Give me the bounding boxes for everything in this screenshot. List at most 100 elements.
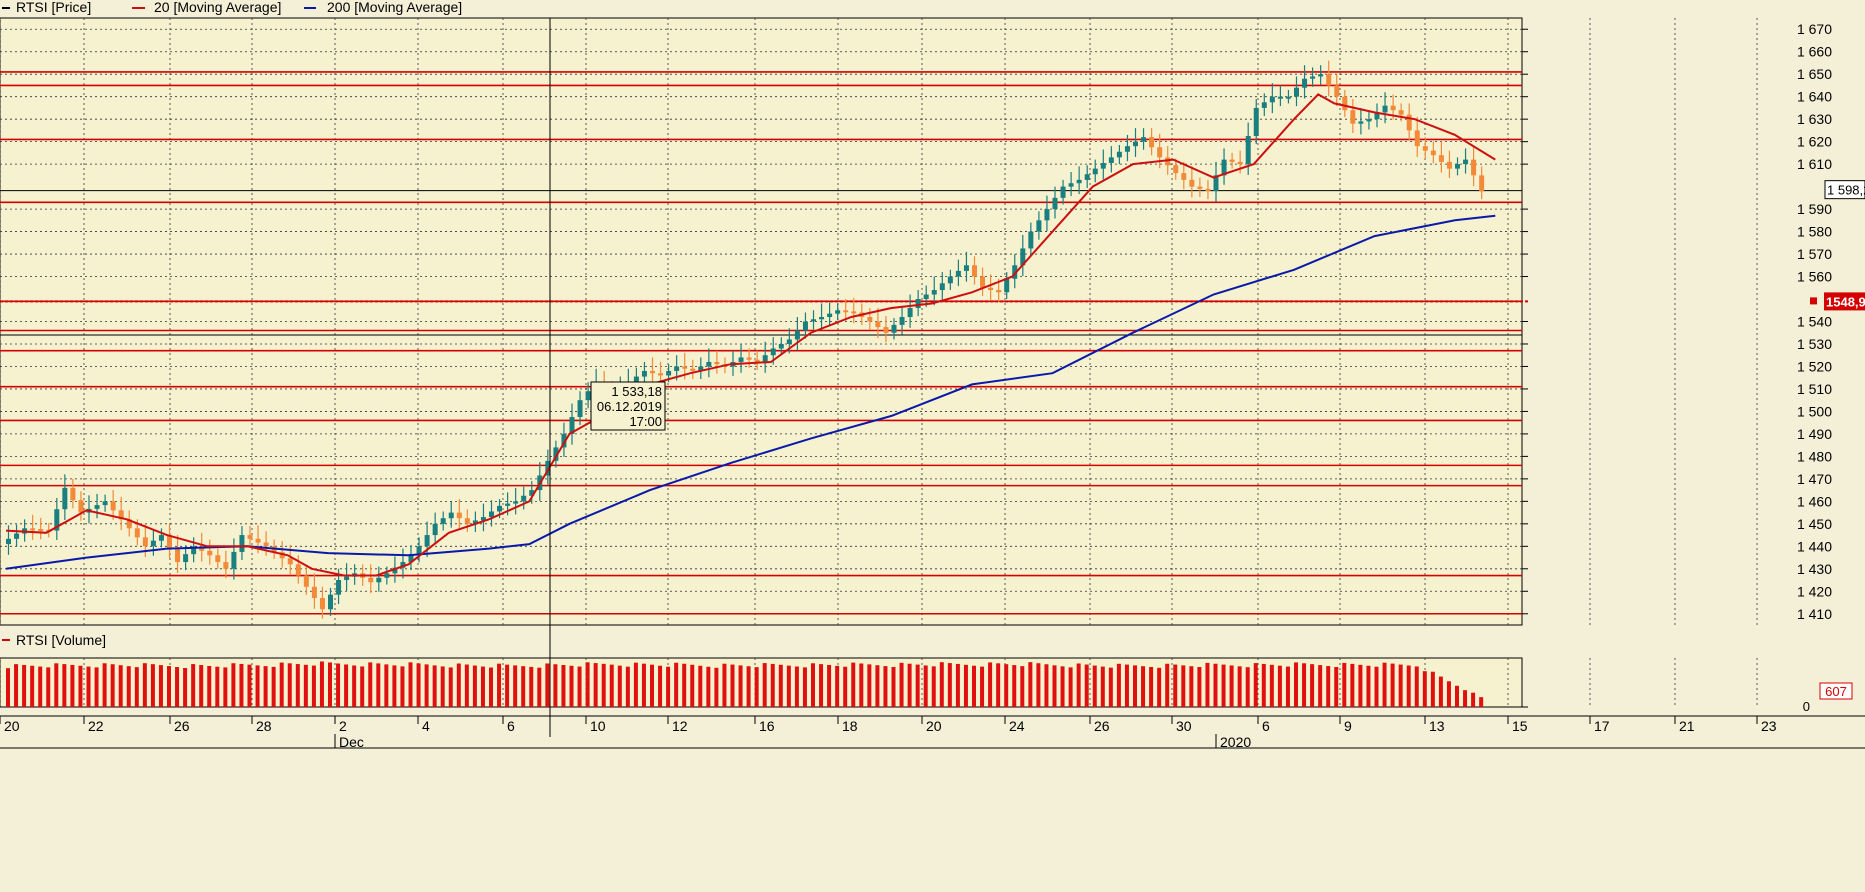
candle-body[interactable] [996,290,1002,293]
candle-body[interactable] [1374,112,1380,120]
candle-body[interactable] [947,276,953,284]
candle-body[interactable] [1157,147,1163,158]
candle-body[interactable] [786,339,792,344]
candle-body[interactable] [641,370,647,377]
candle-body[interactable] [207,550,213,556]
candle-body[interactable] [1012,265,1018,279]
candle-body[interactable] [1189,179,1195,187]
candle-body[interactable] [255,538,261,543]
candle-body[interactable] [545,460,551,476]
candle-body[interactable] [440,518,446,524]
candle-body[interactable] [231,551,237,569]
candle-body[interactable] [1358,121,1364,124]
candle-body[interactable] [6,538,11,545]
candle-body[interactable] [1310,76,1316,79]
candle-body[interactable] [923,294,929,300]
candle-body[interactable] [432,523,438,536]
candle-body[interactable] [1173,165,1179,174]
candle-body[interactable] [126,519,132,529]
candle-body[interactable] [972,265,977,277]
candle-body[interactable] [851,311,857,314]
candle-body[interactable] [287,558,293,565]
candle-body[interactable] [1004,278,1010,293]
candle-body[interactable] [489,511,494,518]
candle-body[interactable] [223,562,229,569]
candle-body[interactable] [770,348,776,356]
candle-body[interactable] [746,357,752,360]
candle-body[interactable] [416,546,422,555]
candle-body[interactable] [263,542,269,547]
candle-body[interactable] [1245,136,1251,165]
candle-body[interactable] [1052,197,1058,210]
candle-body[interactable] [1133,141,1138,147]
candle-body[interactable] [1237,161,1243,165]
candle-body[interactable] [1149,137,1155,148]
candle-body[interactable] [456,512,462,519]
candle-body[interactable] [585,391,591,401]
candle-body[interactable] [907,308,913,318]
candle-body[interactable] [279,552,285,559]
candle-body[interactable] [802,321,808,331]
candle-body[interactable] [183,554,189,563]
candle-body[interactable] [1116,151,1122,158]
candle-body[interactable] [633,376,639,383]
candle-body[interactable] [480,517,486,521]
candle-body[interactable] [1350,110,1356,124]
candle-body[interactable] [328,594,333,610]
candle-body[interactable] [1108,157,1114,164]
ma20-line[interactable] [5,93,1496,577]
candle-body[interactable] [62,487,68,510]
candle-body[interactable] [110,501,116,511]
candle-body[interactable] [714,361,720,365]
candle-body[interactable] [1406,114,1412,131]
candle-body[interactable] [738,357,744,362]
candle-body[interactable] [577,400,583,418]
candle-body[interactable] [1390,105,1396,111]
candle-body[interactable] [1277,96,1283,99]
candle-body[interactable] [505,503,511,506]
candle-body[interactable] [392,567,398,574]
candle-body[interactable] [239,535,245,552]
candle-body[interactable] [384,573,390,578]
candle-body[interactable] [1326,74,1332,86]
candle-body[interactable] [448,512,454,519]
candle-body[interactable] [191,546,197,555]
candle-body[interactable] [682,366,688,369]
candle-body[interactable] [94,505,100,509]
candle-body[interactable] [1463,159,1469,165]
candle-body[interactable] [513,501,519,504]
candle-body[interactable] [336,580,342,595]
candle-body[interactable] [988,287,994,291]
candle-body[interactable] [1084,174,1090,180]
candle-body[interactable] [344,576,350,581]
candle-body[interactable] [1076,179,1082,184]
candle-body[interactable] [1100,163,1106,169]
candle-body[interactable] [472,520,478,524]
candle-body[interactable] [1479,175,1485,192]
candle-body[interactable] [54,509,60,531]
candle-body[interactable] [1342,96,1348,111]
candle-body[interactable] [142,537,148,547]
candle-body[interactable] [1414,130,1420,147]
candle-body[interactable] [1221,159,1227,176]
candle-body[interactable] [408,554,414,563]
candle-body[interactable] [762,355,768,362]
candle-body[interactable] [102,501,108,506]
candle-body[interactable] [376,577,382,583]
candle-body[interactable] [1471,159,1477,176]
candle-body[interactable] [400,562,406,568]
candle-body[interactable] [1213,175,1219,192]
candle-body[interactable] [1253,107,1259,137]
candle-body[interactable] [674,366,680,371]
candle-body[interactable] [30,528,36,531]
candle-body[interactable] [827,313,833,318]
candle-body[interactable] [1398,110,1404,115]
candle-body[interactable] [368,577,374,583]
candle-body[interactable] [38,529,44,532]
candle-body[interactable] [319,598,325,610]
candle-body[interactable] [1269,96,1275,103]
candle-body[interactable] [835,310,841,314]
candle-body[interactable] [215,555,221,563]
candle-body[interactable] [529,490,535,496]
